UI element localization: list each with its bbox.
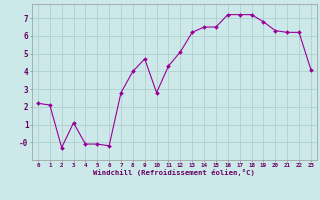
X-axis label: Windchill (Refroidissement éolien,°C): Windchill (Refroidissement éolien,°C) (93, 169, 255, 176)
